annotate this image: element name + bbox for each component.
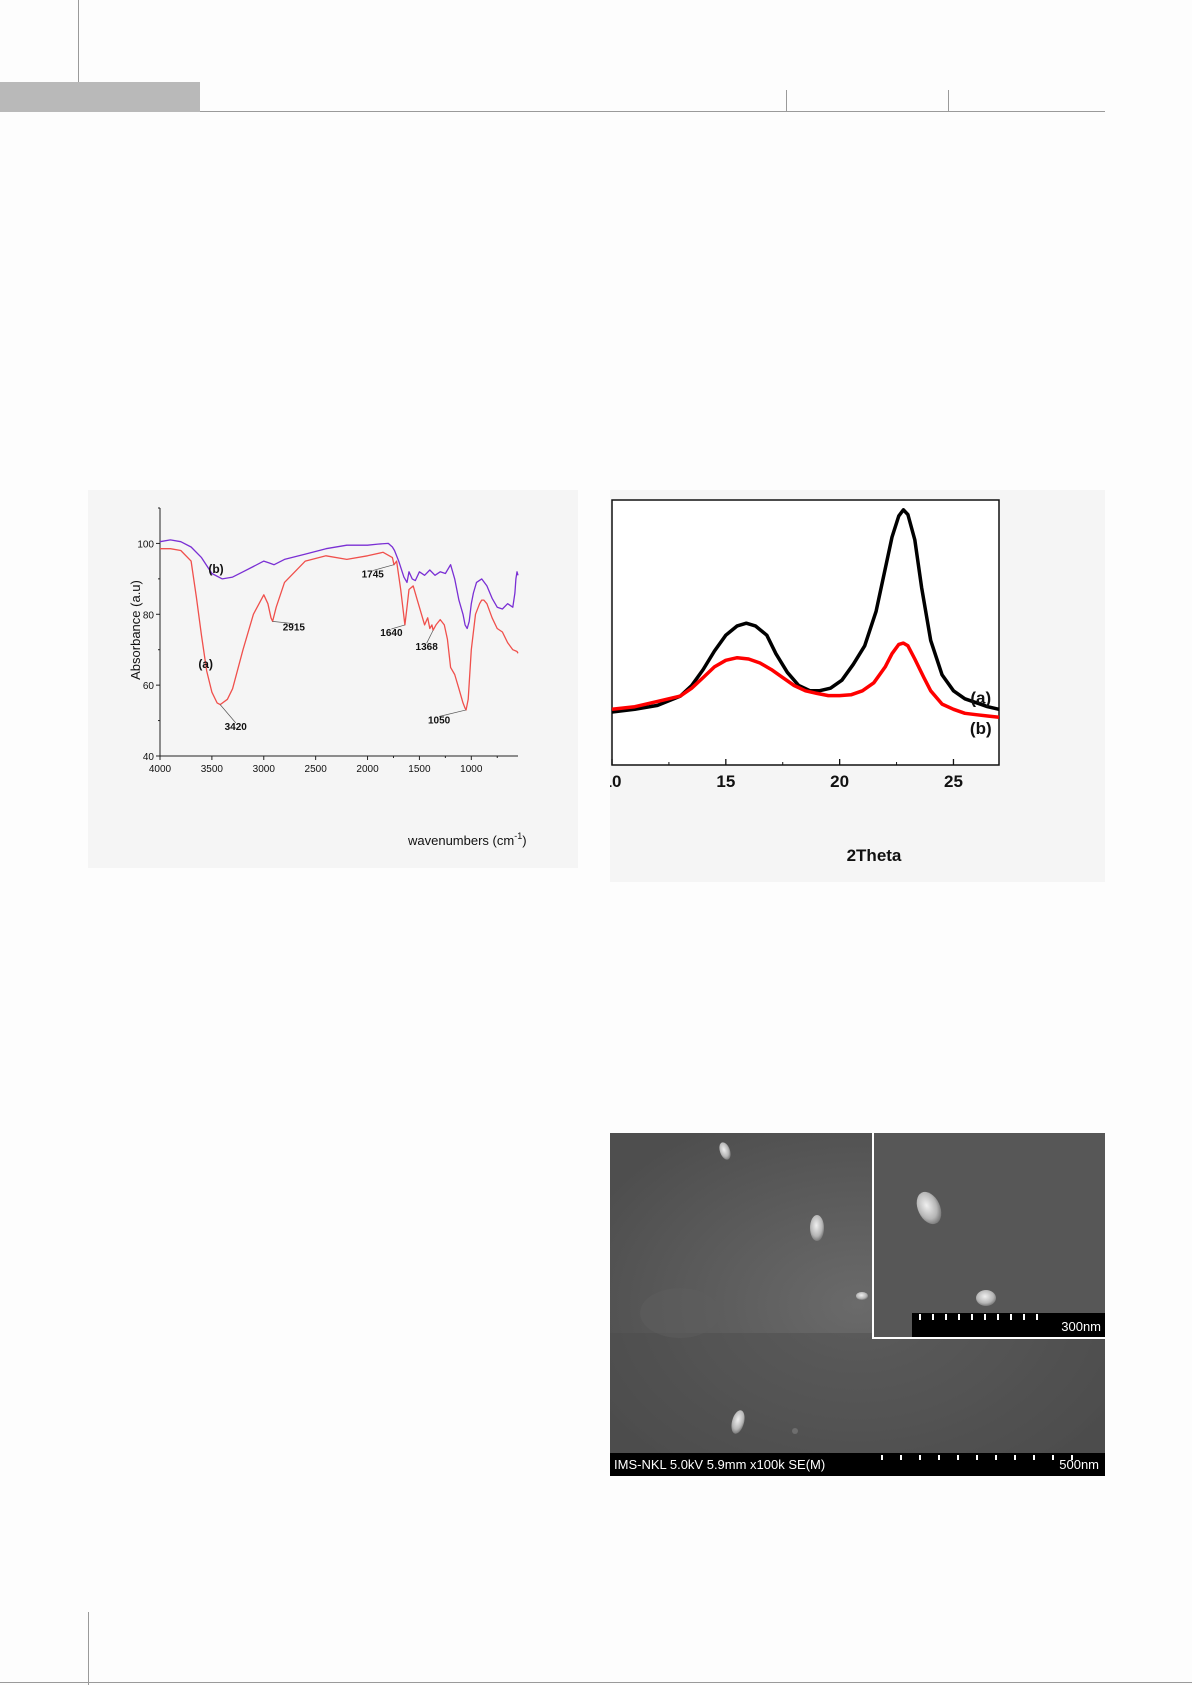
xrd-x-tick-label: 20 <box>830 772 849 791</box>
ftir-annotation-leader <box>272 621 294 625</box>
ftir-annotation-label: 1745 <box>362 570 385 581</box>
ftir-annotation-label: (a) <box>198 657 213 671</box>
xrd-x-tick-label: 10 <box>610 772 621 791</box>
header-rule <box>200 111 1105 112</box>
header-tick-2 <box>948 90 949 111</box>
ftir-annotation-label: 1640 <box>380 628 403 639</box>
ftir-series-b-line <box>159 539 519 630</box>
header-gray-bar <box>0 82 200 112</box>
ftir-x-tick-label: 3000 <box>253 764 276 775</box>
xrd-plot-frame <box>611 499 1000 766</box>
ftir-x-tick-label: 3500 <box>201 764 224 775</box>
sem-inset-texture <box>874 1133 1105 1337</box>
footer-rule <box>0 1682 1192 1683</box>
footer-vertical-rule <box>88 1612 89 1685</box>
sem-inset-scalebar: 300nm <box>912 1313 1105 1337</box>
ftir-annotation-leader <box>219 704 237 724</box>
ftir-y-tick-label: 80 <box>143 610 155 621</box>
xrd-x-tick-label: 15 <box>716 772 735 791</box>
ftir-annotation-leader <box>372 564 395 571</box>
ftir-y-tick-label: 60 <box>143 681 155 692</box>
xrd-annotation-label: (b) <box>970 719 992 738</box>
ftir-x-tick-label: 1500 <box>408 764 431 775</box>
xrd-x-tick-label: 25 <box>944 772 963 791</box>
ftir-series-a-line <box>160 548 519 711</box>
sem-inset-scale-label: 300nm <box>1061 1319 1101 1334</box>
ftir-annotation-leader <box>439 709 467 717</box>
ftir-annotation-leader <box>426 630 434 644</box>
ftir-annotation-label: 1368 <box>416 642 439 653</box>
ftir-xlabel: wavenumbers (cm-1) <box>407 831 527 848</box>
ftir-annotation-label: 2915 <box>283 623 306 634</box>
xrd-xlabel: 2Theta <box>847 846 902 865</box>
xrd-series-b-line <box>611 641 1000 720</box>
ftir-x-tick-label: 4000 <box>149 764 172 775</box>
xrd-chart-panel: 10 15 20 25 (a) (b) 2Theta <box>603 490 1105 882</box>
ftir-y-tick-label: 40 <box>143 752 155 763</box>
ftir-ylabel: Absorbance (a.u) <box>128 580 143 680</box>
ftir-annotation-label: 3420 <box>225 722 248 733</box>
ftir-annotation-label: 1050 <box>428 716 451 727</box>
ftir-x-tick-label: 2500 <box>305 764 328 775</box>
sem-footer-bar: IMS-NKL 5.0kV 5.9mm x100k SE(M) 500nm <box>610 1453 1105 1476</box>
ftir-x-tick-label: 1000 <box>460 764 483 775</box>
ftir-y-tick-label: 100 <box>137 539 154 550</box>
ftir-chart: 4000 3500 3000 2500 2000 1500 1000 40 60 80 100 (b… <box>128 507 527 848</box>
ftir-x-tick-label: 2000 <box>356 764 379 775</box>
xrd-annotation-label: (a) <box>970 688 991 707</box>
ftir-chart-panel: 4000 3500 3000 2500 2000 1500 1000 40 60 80 100 (b… <box>88 490 578 868</box>
sem-micrograph: 300nm IMS-NKL 5.0kV 5.9mm x100k SE(M) 50… <box>610 1133 1105 1476</box>
xrd-series-a-line <box>611 508 1000 714</box>
header-tick-1 <box>786 90 787 111</box>
sem-inset: 300nm <box>872 1133 1105 1339</box>
ftir-annotation-label: (b) <box>208 562 223 576</box>
ftir-annotation-leader <box>391 624 405 630</box>
sem-instrument-info: IMS-NKL 5.0kV 5.9mm x100k SE(M) <box>614 1457 826 1472</box>
header-vertical-rule <box>78 0 79 82</box>
sem-scale-label: 500nm <box>1059 1457 1099 1472</box>
xrd-chart: 10 15 20 25 (a) (b) 2Theta <box>603 499 1000 865</box>
